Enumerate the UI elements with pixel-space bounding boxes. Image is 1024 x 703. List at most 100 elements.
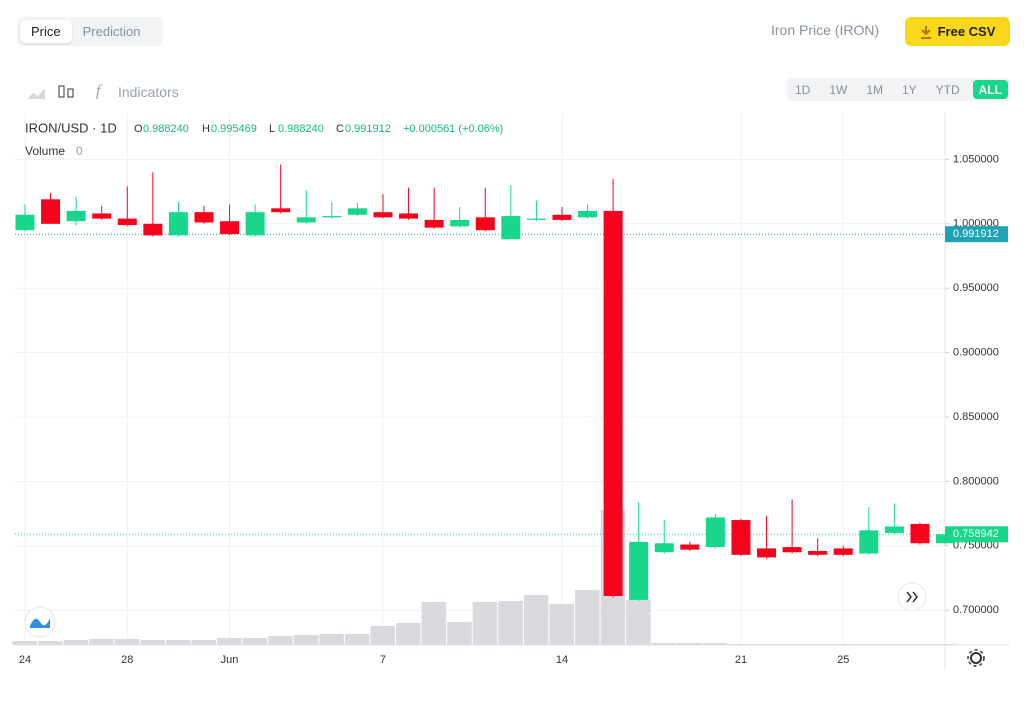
candle-body [552, 214, 572, 220]
candle-body [143, 223, 163, 236]
candle-body [705, 517, 725, 548]
ohlc-value: 0.988240 [278, 123, 324, 135]
candle-body [808, 550, 828, 555]
candle-body [910, 523, 930, 544]
volume-bar [421, 602, 447, 645]
volume-bar [319, 634, 344, 645]
candle-body [322, 216, 342, 218]
volume-bar [472, 602, 498, 645]
volume-bar [907, 644, 932, 645]
candle-body [680, 544, 700, 550]
volume-bar [165, 640, 191, 645]
candle-body [92, 213, 112, 219]
candle-body [782, 547, 802, 553]
coin-name: Iron Price (IRON) [771, 22, 880, 38]
range-button[interactable]: YTD [935, 82, 960, 97]
ohlc-value: 0.991912 [345, 123, 391, 135]
area-icon[interactable] [27, 88, 45, 99]
range-button[interactable]: 1D [795, 82, 811, 97]
ohlc-key: H [202, 123, 210, 135]
range-button[interactable]: 1Y [901, 82, 917, 97]
volume-bar [549, 604, 574, 645]
x-tick-label: 25 [837, 654, 849, 666]
volume-bar [677, 643, 702, 645]
candle-body [884, 526, 904, 533]
range-buttons: 1D 1W 1M 1Y YTD ALL [787, 78, 1010, 101]
candle-body [757, 548, 777, 558]
volume-bar [575, 590, 600, 645]
range-button[interactable]: 1M [866, 82, 883, 97]
volume-bar [293, 635, 319, 645]
indicators[interactable]: Indicators [118, 84, 179, 100]
candle-body [41, 199, 61, 224]
candle-body [347, 208, 367, 215]
volume-value: 0 [76, 144, 83, 158]
candle-body [220, 221, 240, 235]
candle-body [296, 217, 316, 223]
y-tick-label: 0.700000 [953, 604, 999, 616]
volume-bar [268, 636, 293, 645]
price-label-box [945, 226, 1008, 243]
volume-bar [805, 644, 830, 645]
volume-bar [651, 643, 677, 645]
candle-body [373, 212, 393, 218]
fx-icon[interactable]: f [96, 83, 103, 100]
y-tick-label: 0.900000 [953, 346, 999, 358]
candle-body [168, 212, 188, 236]
y-tick-label: 0.950000 [953, 282, 999, 294]
settings-gear[interactable] [970, 652, 982, 664]
candle-body [731, 520, 751, 555]
volume-bar [856, 644, 881, 645]
volume-bar [779, 644, 805, 645]
volume-bar [63, 640, 89, 645]
candle-body [859, 530, 879, 554]
x-tick-label: Jun [221, 654, 239, 666]
volume-bar [191, 640, 216, 645]
range-button[interactable]: 1W [829, 82, 848, 97]
volume-bar [881, 644, 907, 645]
volume-bar [523, 595, 549, 645]
volume-bar [754, 644, 779, 645]
y-tick-label: 0.850000 [953, 411, 999, 423]
ohlc-key: C [336, 123, 344, 135]
x-tick-label: 21 [735, 654, 747, 666]
x-tick-label: 24 [19, 654, 31, 666]
volume-bar [89, 639, 114, 645]
volume-bar [370, 626, 395, 645]
candle-body [117, 218, 137, 226]
volume-bar [702, 643, 728, 645]
ohlc-value: 0.995469 [211, 123, 257, 135]
volume-label: Volume [25, 144, 65, 158]
candle-body [475, 217, 495, 231]
candle-icon[interactable] [58, 85, 65, 98]
volume-bar [217, 638, 242, 645]
csv-label: Free CSV [937, 24, 996, 39]
download-icon [920, 25, 931, 39]
logo-wave [30, 618, 50, 628]
candle-icon-2 [67, 88, 74, 98]
volume-bar [344, 634, 370, 645]
candle-body [15, 214, 35, 231]
ohlc-value: 0.988240 [143, 123, 189, 135]
volume-bar [830, 644, 856, 645]
scroll-button[interactable] [897, 582, 927, 612]
x-tick-label: 7 [380, 654, 386, 666]
ohlc-key: O [134, 123, 143, 135]
volume-bar [114, 639, 140, 645]
x-tick-label: 14 [556, 654, 568, 666]
tab[interactable]: Price [20, 20, 72, 43]
csv-button[interactable]: Free CSV [905, 17, 1010, 46]
candle-body [194, 212, 214, 223]
candle-body [66, 210, 86, 222]
volume-bar [242, 638, 268, 645]
range-button[interactable]: ALL [972, 80, 1008, 99]
scroll-arrows [906, 591, 918, 603]
tab[interactable]: Prediction [82, 24, 141, 39]
candle-body [578, 210, 598, 218]
price-label: 0.758942 [953, 528, 999, 540]
settings-gear-teeth [967, 649, 985, 667]
volume-bar [933, 644, 958, 645]
candle-body [501, 216, 521, 240]
